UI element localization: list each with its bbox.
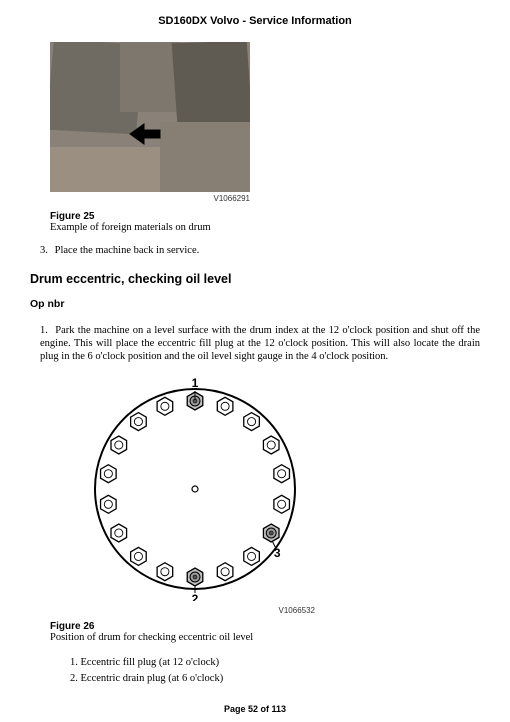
step-1-number: 1.: [40, 324, 52, 337]
svg-text:3: 3: [274, 546, 281, 560]
op-nbr-label: Op nbr: [30, 298, 480, 310]
svg-text:2: 2: [192, 592, 199, 601]
figure-25-imgnum: V1066291: [50, 194, 250, 203]
step-3-text: Place the machine back in service.: [55, 245, 200, 256]
figure-26-label: Figure 26: [50, 621, 480, 632]
page-footer: Page 52 of 113: [0, 704, 510, 714]
figure-26-imgnum: V1066532: [85, 606, 315, 615]
step-3-number: 3.: [40, 245, 52, 256]
figure-26-legend: 1. Eccentric fill plug (at 12 o'clock) 2…: [70, 655, 480, 687]
figure-25-label: Figure 25: [50, 211, 480, 222]
figure-26-diagram: 1 3 2: [85, 369, 305, 601]
figure-25-photo: [50, 42, 250, 192]
legend-item-2: 2. Eccentric drain plug (at 6 o'clock): [70, 671, 480, 687]
figure-26-caption: Position of drum for checking eccentric …: [50, 632, 480, 643]
figure-25-caption: Example of foreign materials on drum: [50, 222, 480, 233]
pointer-arrow-icon: [128, 120, 162, 150]
step-3: 3. Place the machine back in service.: [40, 245, 480, 256]
step-1: 1. Park the machine on a level surface w…: [40, 324, 480, 363]
legend-item-1: 1. Eccentric fill plug (at 12 o'clock): [70, 655, 480, 671]
svg-text:1: 1: [192, 376, 199, 390]
section-heading: Drum eccentric, checking oil level: [30, 272, 480, 286]
step-1-text: Park the machine on a level surface with…: [40, 325, 480, 362]
figure-25-block: V1066291: [50, 42, 480, 203]
page-title: SD160DX Volvo - Service Information: [30, 15, 480, 27]
figure-26-block: 1 3 2 V1066532: [85, 369, 315, 615]
